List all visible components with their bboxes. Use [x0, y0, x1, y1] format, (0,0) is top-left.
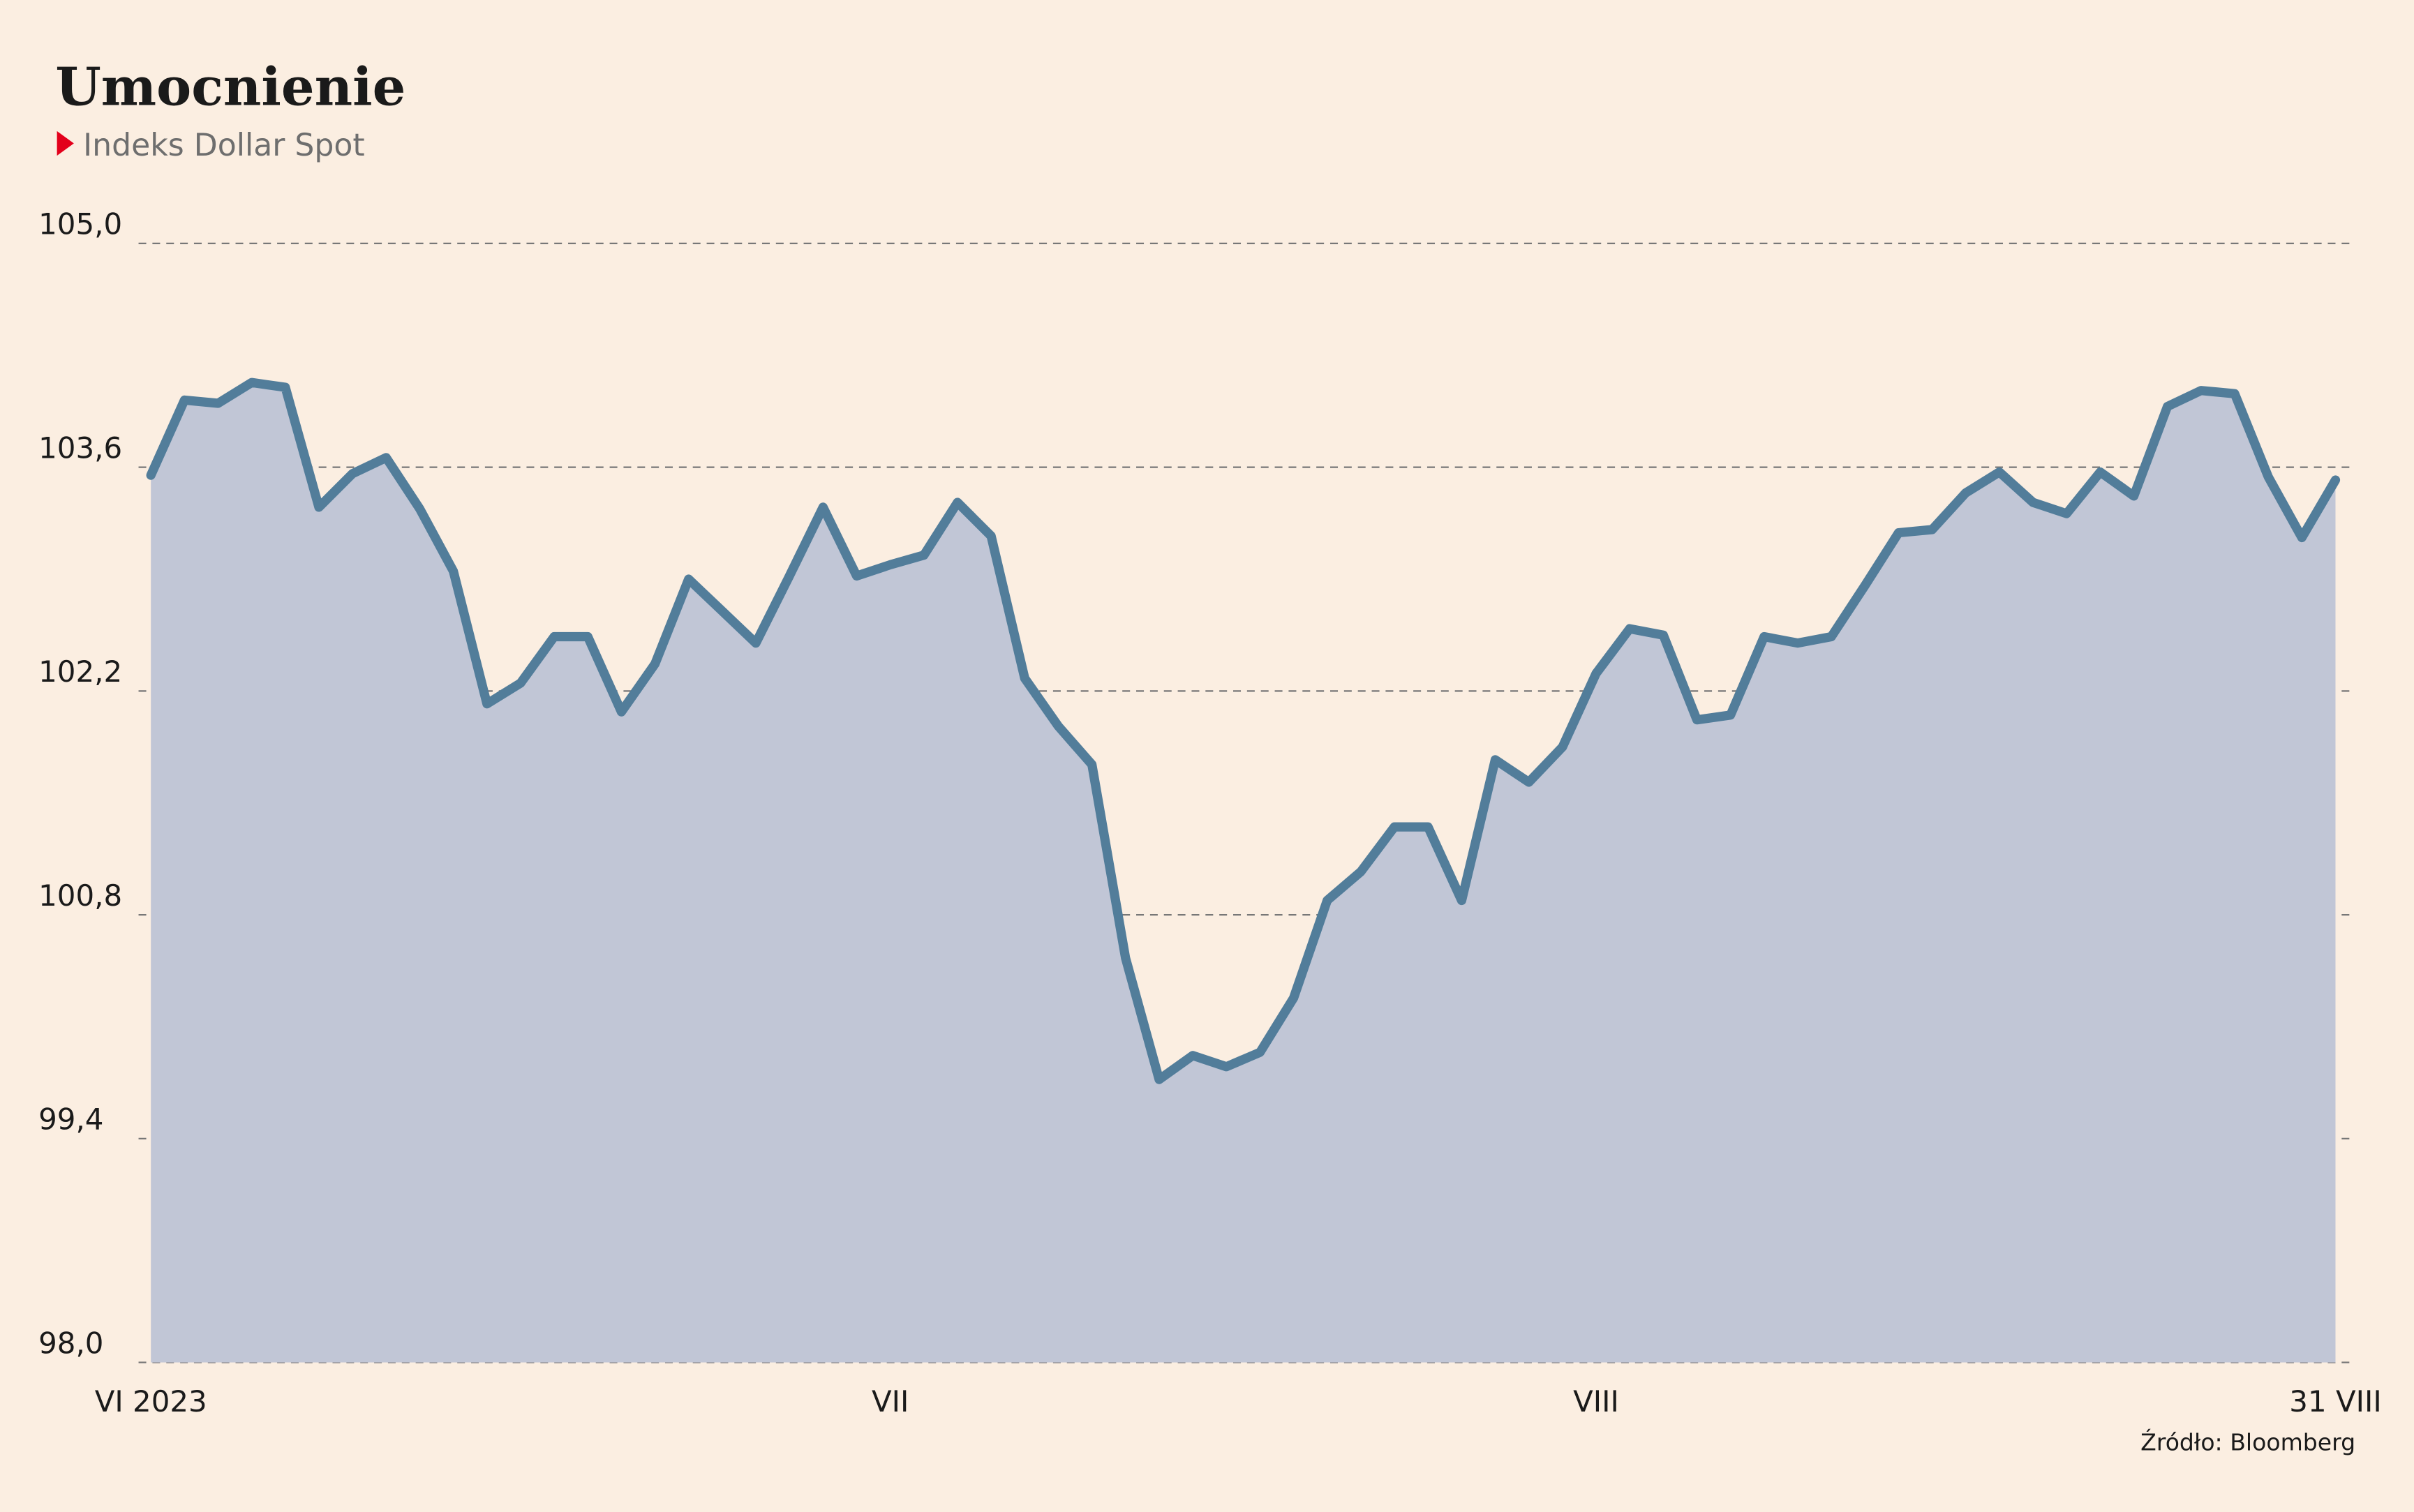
y-tick-label: 102,2: [38, 654, 122, 689]
chart-subtitle: Indeks Dollar Spot: [83, 128, 365, 163]
line: [146, 377, 2341, 1084]
area: [151, 382, 2336, 1363]
y-tick-label: 98,0: [38, 1326, 103, 1360]
source: Źródło: Bloomberg: [2140, 1428, 2355, 1455]
x-tick-label: VII: [872, 1384, 909, 1419]
subtitle-marker: [57, 130, 74, 156]
y-tick-label: 100,8: [38, 878, 122, 913]
chart-title: Umocnienie: [55, 56, 405, 117]
x-tick-label: VIII: [1573, 1384, 1619, 1419]
x-tick-label: VI 2023: [95, 1384, 207, 1419]
y-tick-label: 103,6: [38, 431, 122, 465]
x-tick-label: 31 VIII: [2289, 1384, 2381, 1419]
y-tick-label: 105,0: [38, 207, 122, 241]
y-tick-label: 99,4: [38, 1102, 103, 1137]
